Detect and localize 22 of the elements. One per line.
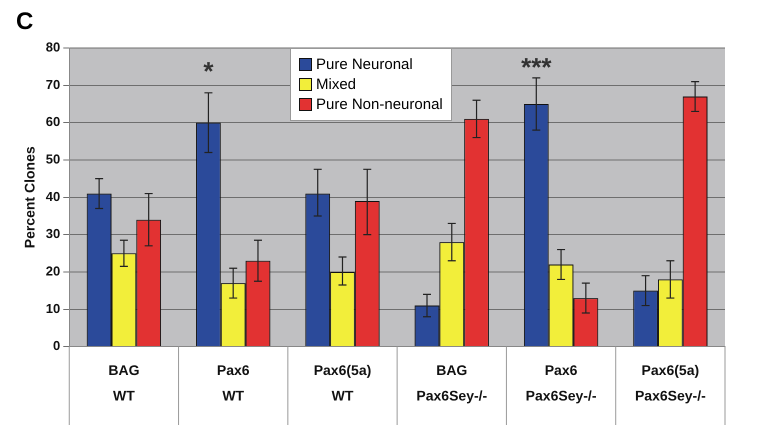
x-tick-label: Pax6 WT [216, 362, 250, 404]
y-tick-label: 30 [46, 226, 60, 242]
y-tick-label: 20 [46, 264, 60, 279]
chart-title: C [16, 8, 34, 36]
x-tick-label: Pax6(5a) Pax6Sey-/- [634, 362, 706, 404]
y-tick-label: 70 [46, 76, 60, 92]
y-tick-label: 50 [46, 152, 60, 167]
x-tick-label: BAG WT [108, 362, 140, 404]
y-tick-label: 0 [53, 338, 60, 354]
y-tick-label: 60 [46, 114, 60, 130]
legend-label: Pure Neuronal [316, 56, 413, 73]
y-tick-label: 40 [46, 188, 60, 204]
y-tick-label: 10 [46, 300, 60, 316]
y-tick-label: 80 [46, 40, 60, 55]
x-tick-label: Pax6 Pax6Sey-/- [526, 362, 597, 404]
legend-label: Pure Non-neuronal [316, 96, 443, 113]
annotation: *** [521, 52, 552, 82]
x-tick-label: Pax6(5a) WT [314, 362, 372, 404]
annotation: * [203, 56, 214, 86]
x-tick-label: BAG Pax6Sey-/- [416, 362, 488, 404]
y-axis-title: Percent Clones [21, 146, 38, 248]
legend-label: Mixed [316, 76, 356, 93]
